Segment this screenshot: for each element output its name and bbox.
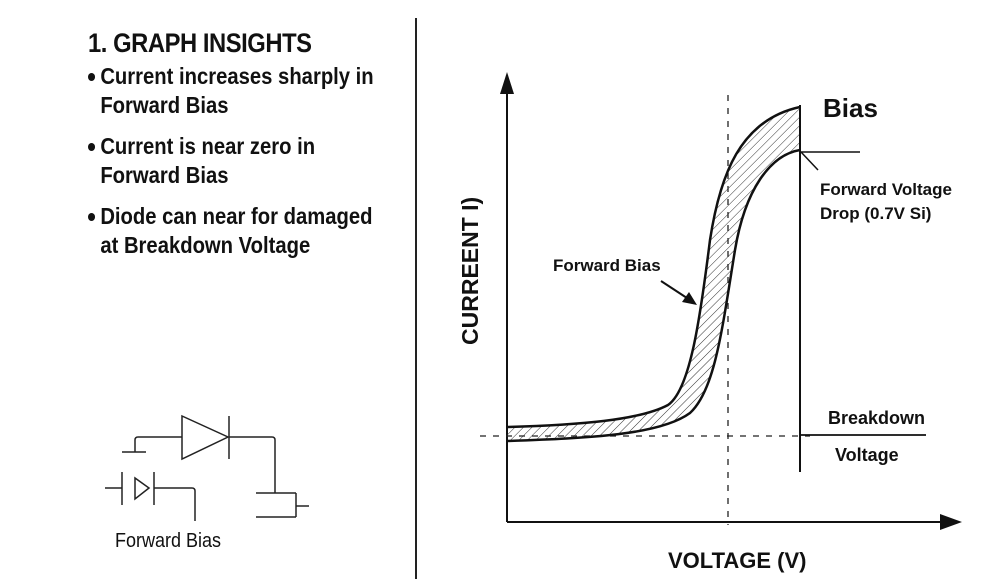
insight-item: Diode can near for damaged at Breakdown … [88, 202, 391, 260]
insights-panel: 1. GRAPH INSIGHTS Current increases shar… [0, 0, 416, 579]
bullet-icon [88, 213, 96, 221]
panel-divider [415, 18, 417, 579]
insights-list: Current increases sharply in Forward Bia… [88, 62, 428, 272]
axes [500, 72, 962, 530]
insight-item: Current is near zero in Forward Bias [88, 132, 391, 190]
circuit-caption: Forward Bias [115, 530, 221, 552]
iv-curve-band [507, 107, 800, 441]
forward-voltage-pointer [800, 151, 819, 171]
y-axis-arrow-icon [500, 72, 514, 94]
insight-item: Current increases sharply in Forward Bia… [88, 62, 391, 120]
forward-voltage-label-line1: Forward Voltage [820, 180, 952, 199]
lower-curve [506, 148, 801, 443]
forward-bias-arrow [660, 280, 691, 301]
breakdown-label-line1: Breakdown [828, 408, 925, 428]
bullet-icon [88, 143, 96, 151]
y-axis-label: CURREENT I) [457, 197, 483, 345]
bullet-icon [88, 73, 96, 81]
upper-curve [506, 105, 801, 429]
circuit-schematic-icon [105, 414, 309, 521]
insights-heading: 1. GRAPH INSIGHTS [88, 28, 312, 58]
forward-voltage-label-line2: Drop (0.7V Si) [820, 204, 931, 223]
bias-label: Bias [823, 93, 878, 123]
arrowhead-icon [682, 292, 697, 305]
x-axis-arrow-icon [940, 514, 962, 530]
x-axis-label: VOLTAGE (V) [668, 548, 807, 573]
breakdown-label-line2: Voltage [835, 445, 899, 465]
forward-bias-label: Forward Bias [553, 256, 661, 275]
